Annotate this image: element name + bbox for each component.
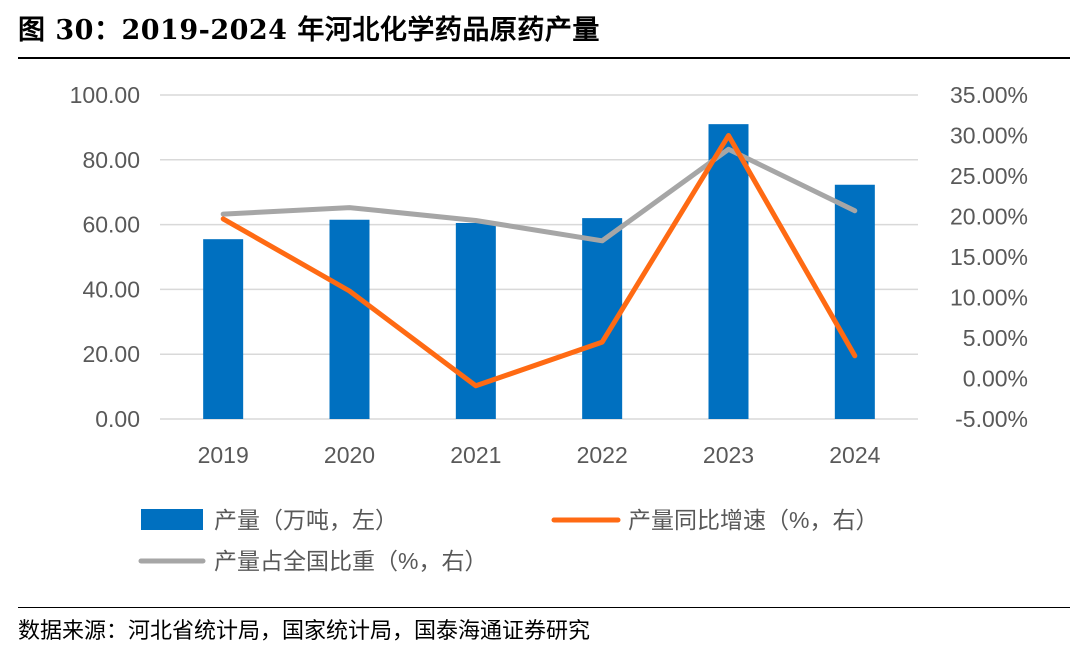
series-line [220, 146, 858, 244]
right-tick-label: 30.00% [950, 123, 1028, 149]
right-tick-label: 15.00% [950, 244, 1028, 270]
chart-title: 图 30：2019-2024 年河北化学药品原药产量 [18, 15, 600, 46]
left-axis-ticks: 0.00 20.00 40.00 60.00 80.00 100.00 [70, 82, 140, 432]
bar-series [203, 124, 875, 419]
gridlines [160, 94, 918, 420]
x-tick-label: 2019 [198, 442, 249, 468]
bar [455, 222, 496, 419]
x-tick-label: 2023 [703, 442, 754, 468]
legend-label: 产量同比增速（%，右） [628, 507, 878, 533]
legend-swatch-bar [141, 509, 203, 530]
left-tick-label: 20.00 [82, 341, 140, 367]
left-tick-label: 80.00 [82, 147, 140, 173]
bar [329, 219, 370, 419]
right-tick-label: 35.00% [950, 82, 1028, 108]
right-tick-label: 10.00% [950, 285, 1028, 311]
x-axis-ticks: 2019 2020 2021 2022 2023 2024 [198, 442, 881, 468]
legend: 产量（万吨，左） 产量同比增速（%，右） 产量占全国比重（%，右） [138, 507, 878, 574]
right-tick-label: 0.00% [963, 366, 1028, 392]
chart: 0.00 20.00 40.00 60.00 80.00 100.00 -5.00% 0.0… [70, 82, 1028, 574]
title-rule [18, 57, 1070, 59]
bar [708, 124, 749, 419]
right-axis-ticks: -5.00% 0.00% 5.00% 10.00% 15.00% 20.00% 25.00%… [950, 82, 1028, 432]
series-line [220, 133, 858, 389]
x-tick-label: 2020 [324, 442, 375, 468]
left-tick-label: 40.00 [82, 276, 140, 302]
source-note: 数据来源：河北省统计局，国家统计局，国泰海通证券研究 [18, 619, 591, 644]
left-tick-label: 0.00 [95, 406, 140, 432]
right-tick-label: 20.00% [950, 204, 1028, 230]
x-tick-label: 2024 [829, 442, 880, 468]
right-tick-label: 25.00% [950, 163, 1028, 189]
bar [834, 184, 875, 419]
line-series [220, 133, 858, 389]
legend-label: 产量（万吨，左） [214, 507, 398, 533]
bar [203, 239, 244, 419]
right-tick-label: -5.00% [955, 406, 1028, 432]
x-tick-label: 2022 [577, 442, 628, 468]
left-tick-label: 60.00 [82, 212, 140, 238]
legend-label: 产量占全国比重（%，右） [214, 548, 487, 574]
left-tick-label: 100.00 [70, 82, 140, 108]
source-rule [18, 607, 1070, 608]
x-tick-label: 2021 [450, 442, 501, 468]
right-tick-label: 5.00% [963, 325, 1028, 351]
